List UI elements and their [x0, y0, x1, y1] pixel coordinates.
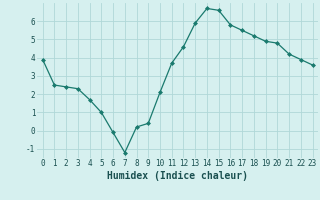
X-axis label: Humidex (Indice chaleur): Humidex (Indice chaleur) [107, 171, 248, 181]
